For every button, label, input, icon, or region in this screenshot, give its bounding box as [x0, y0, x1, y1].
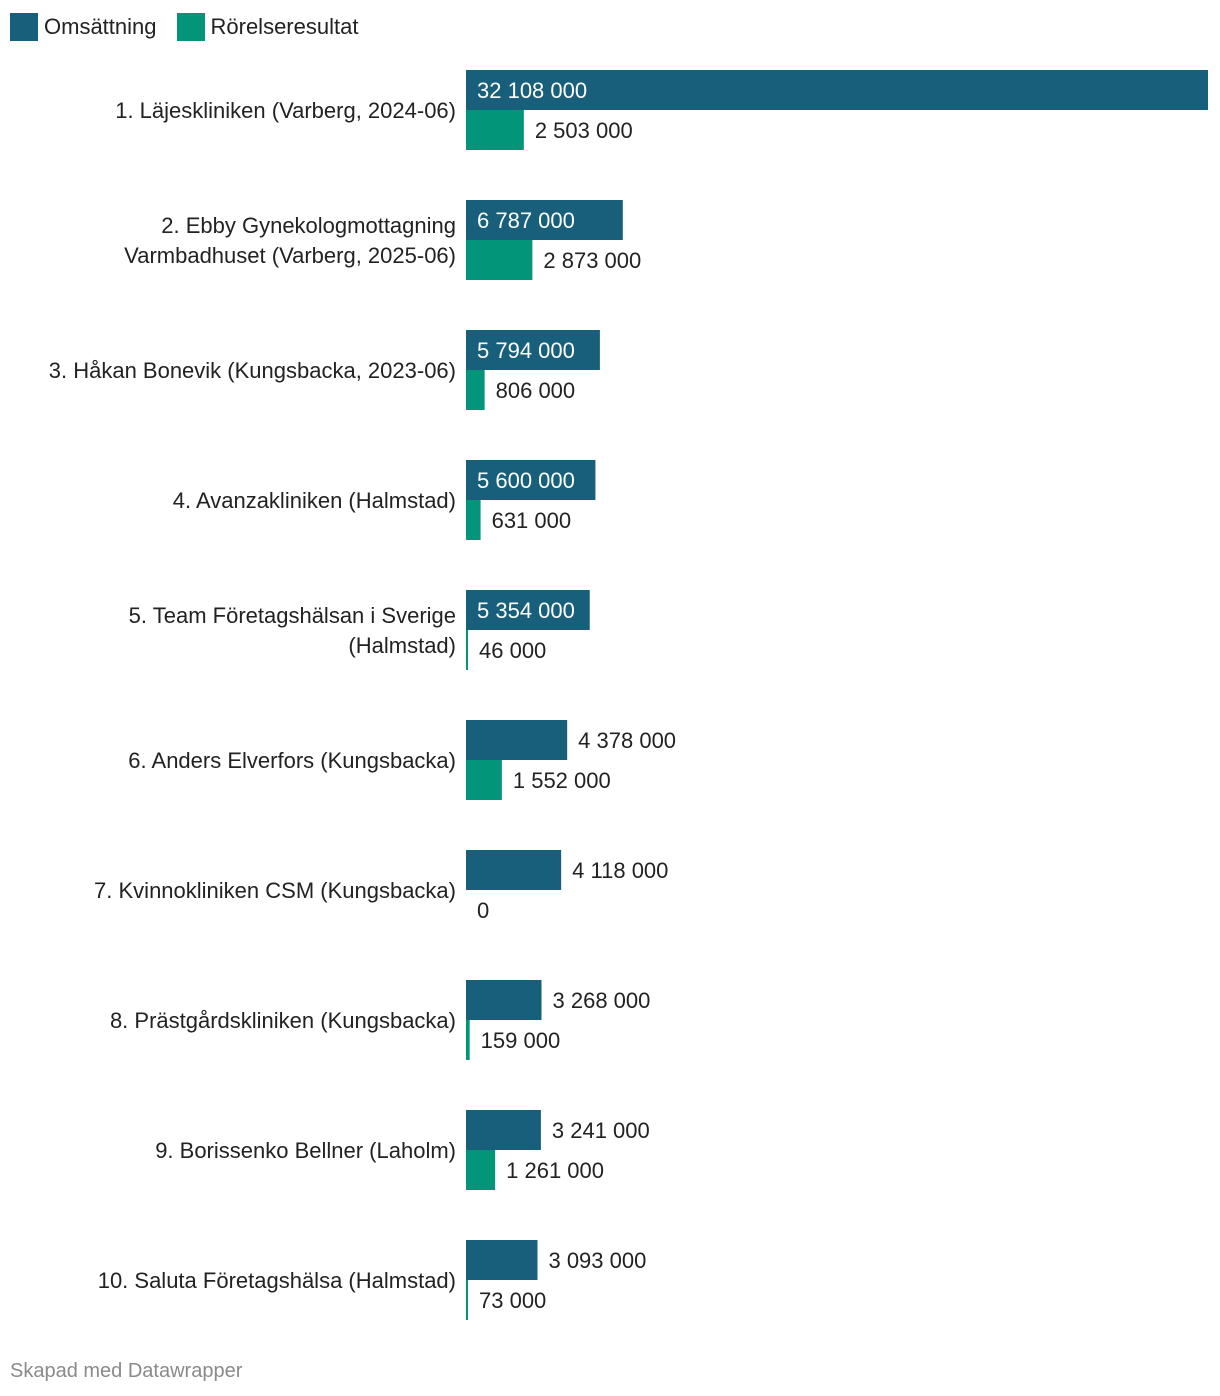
rorelseresultat-bar: [466, 1150, 496, 1190]
omsattning-bar: [466, 1240, 538, 1280]
datawrapper-credit[interactable]: Skapad med Datawrapper: [10, 1360, 243, 1382]
rorelseresultat-value-label: 46 000: [479, 638, 546, 663]
omsattning-bar: [466, 980, 542, 1020]
category-label: 4. Avanzakliniken (Halmstad): [173, 488, 456, 513]
rorelseresultat-bar: [466, 240, 533, 280]
legend-item-rorelseresultat[interactable]: Rörelseresultat: [176, 13, 359, 41]
bar-chart: 1. Läjeskliniken (Varberg, 2024-06) 32 10…: [49, 70, 1208, 1320]
category-label: (Halmstad): [348, 633, 456, 658]
category-label: 8. Prästgårdskliniken (Kungsbacka): [110, 1008, 456, 1033]
omsattning-value-label: 3 241 000: [552, 1118, 650, 1143]
omsattning-value-label: 6 787 000: [477, 208, 575, 233]
legend-item-omsattning[interactable]: Omsättning: [10, 13, 157, 41]
omsattning-bar: [466, 200, 623, 240]
omsattning-bar: [466, 720, 568, 760]
rorelseresultat-bar: [466, 760, 502, 800]
rorelseresultat-value-label: 631 000: [492, 508, 572, 533]
rorelseresultat-bar: [466, 110, 524, 150]
legend-label-omsattning: Omsättning: [44, 14, 157, 39]
omsattning-value-label: 5 794 000: [477, 338, 575, 363]
legend: Omsättning Rörelseresultat: [10, 13, 378, 41]
omsattning-value-label: 5 600 000: [477, 468, 575, 493]
rorelseresultat-value-label: 159 000: [481, 1028, 561, 1053]
rorelseresultat-bar: [466, 500, 481, 540]
omsattning-bar: [466, 70, 1208, 110]
omsattning-value-label: 3 268 000: [553, 988, 651, 1013]
omsattning-value-label: 4 378 000: [578, 728, 676, 753]
omsattning-value-label: 4 118 000: [572, 858, 668, 883]
category-label: 7. Kvinnokliniken CSM (Kungsbacka): [94, 878, 456, 903]
category-label: 10. Saluta Företagshälsa (Halmstad): [98, 1268, 456, 1293]
category-label: 9. Borissenko Bellner (Laholm): [155, 1138, 456, 1163]
rorelseresultat-bar: [466, 1020, 470, 1060]
legend-swatch-rorelseresultat: [176, 13, 205, 41]
rorelseresultat-bar: [466, 1280, 468, 1320]
omsattning-bar: [466, 1110, 541, 1150]
omsattning-bar: [466, 460, 596, 500]
rorelseresultat-value-label: 0: [477, 898, 489, 923]
category-label: 1. Läjeskliniken (Varberg, 2024-06): [115, 98, 456, 123]
rorelseresultat-value-label: 1 261 000: [506, 1158, 604, 1183]
legend-swatch-omsattning: [10, 13, 38, 41]
rorelseresultat-value-label: 806 000: [496, 378, 576, 403]
category-label: 6. Anders Elverfors (Kungsbacka): [128, 748, 456, 773]
category-label: Varmbadhuset (Varberg, 2025-06): [124, 243, 456, 268]
omsattning-value-label: 3 093 000: [548, 1248, 646, 1273]
omsattning-bar: [466, 330, 600, 370]
omsattning-value-label: 5 354 000: [477, 598, 575, 623]
omsattning-value-label: 32 108 000: [477, 78, 587, 103]
rorelseresultat-bar: [466, 630, 468, 670]
omsattning-bar: [466, 590, 590, 630]
legend-label-rorelseresultat: Rörelseresultat: [210, 14, 359, 39]
rorelseresultat-value-label: 1 552 000: [513, 768, 611, 793]
omsattning-bar: [466, 850, 562, 890]
rorelseresultat-value-label: 73 000: [479, 1288, 546, 1313]
category-label: 2. Ebby Gynekologmottagning: [161, 213, 456, 238]
category-label: 5. Team Företagshälsan i Sverige: [129, 603, 456, 628]
rorelseresultat-value-label: 2 873 000: [543, 248, 641, 273]
rorelseresultat-bar: [466, 370, 485, 410]
rorelseresultat-value-label: 2 503 000: [535, 118, 633, 143]
category-label: 3. Håkan Bonevik (Kungsbacka, 2023-06): [49, 358, 456, 383]
